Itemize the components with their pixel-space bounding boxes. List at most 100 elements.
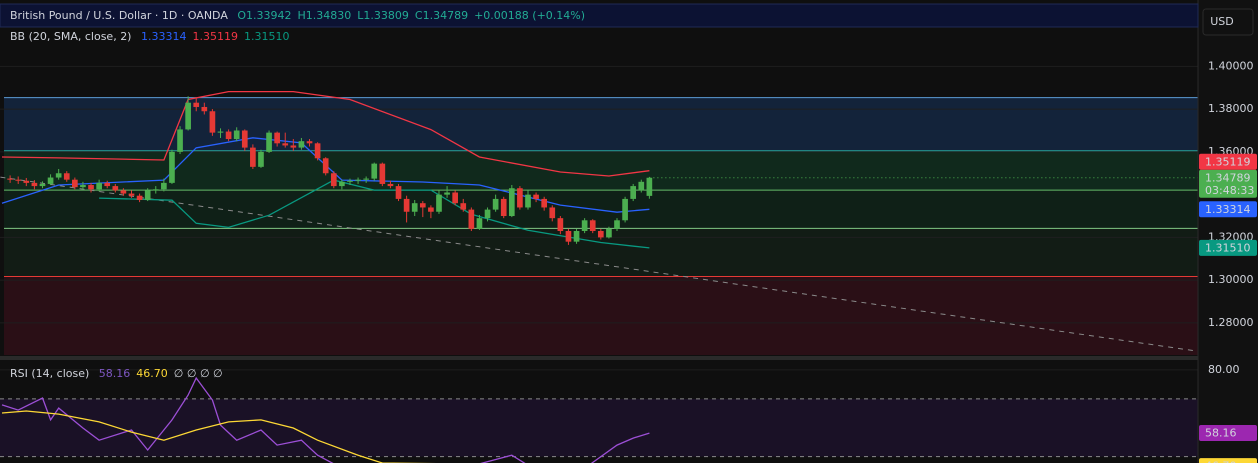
candle-body: [80, 185, 86, 188]
y-tick-label: 80.00: [1208, 363, 1240, 376]
candle-body: [104, 182, 111, 187]
candle-body: [387, 183, 394, 187]
ohlc-value: O1.33942: [237, 9, 291, 22]
candle-body: [88, 185, 94, 190]
legend-value: 58.16: [99, 367, 131, 380]
badge-label: 1.33314: [1205, 203, 1251, 216]
candle-body: [225, 131, 232, 140]
candle-body: [363, 178, 369, 180]
candle-body: [484, 209, 491, 219]
candle-body: [201, 106, 208, 112]
candle-body: [436, 194, 442, 212]
candle-body: [298, 141, 305, 148]
candle-body: [282, 143, 289, 146]
header: British Pound / U.S. Dollar · 1D · OANDA…: [10, 9, 585, 22]
zone: [4, 97, 1198, 151]
candle-body: [152, 189, 159, 191]
price-badge: [1199, 153, 1257, 170]
badge-label: 1.34789: [1205, 171, 1251, 184]
price-pane: [0, 65, 1198, 355]
badge-timer: 03:48:33: [1205, 184, 1254, 197]
candle-body: [444, 192, 450, 195]
candle-body: [193, 102, 200, 107]
candle-body: [646, 177, 653, 196]
trend-line: [0, 176, 1198, 352]
badge-label: 1.31510: [1205, 241, 1251, 254]
candle-body: [290, 145, 297, 148]
candle-body: [614, 220, 620, 229]
candle-body: [241, 130, 248, 148]
candle-body: [347, 180, 353, 182]
candle-body: [500, 198, 507, 217]
legend-value: 46.70: [136, 367, 168, 380]
zone: [4, 190, 1198, 229]
candle-body: [606, 228, 612, 238]
legend-value: 1.33314: [141, 30, 187, 43]
candle-body: [597, 230, 604, 238]
candle-body: [177, 129, 183, 152]
candle-body: [258, 151, 264, 167]
pane-separator: [0, 356, 1198, 360]
currency[interactable]: USD: [1210, 15, 1234, 28]
ohlc-value: H1.34830: [298, 9, 352, 22]
candle-body: [428, 207, 434, 212]
candle-body: [217, 131, 224, 133]
candle-body: [23, 180, 30, 183]
candle-body: [47, 177, 54, 184]
candle-body: [565, 230, 572, 242]
badge-label: 46.70: [1205, 460, 1237, 463]
candle-body: [622, 198, 628, 221]
price-badge: [1199, 169, 1257, 198]
candle-body: [39, 183, 46, 187]
candle-body: [120, 190, 127, 194]
y-tick-label: 1.28000: [1208, 316, 1254, 329]
candle-body: [419, 203, 426, 208]
candle-body: [306, 141, 313, 144]
candle-body: [266, 132, 272, 152]
bollinger-band: [1, 137, 650, 213]
candle-body: [15, 179, 22, 181]
candle-body: [185, 102, 191, 130]
candle-body: [525, 194, 531, 208]
header-bar: [0, 3, 1199, 28]
candle-body: [274, 132, 280, 144]
candle-body: [322, 158, 329, 174]
candle-body: [476, 218, 483, 229]
zone: [4, 276, 1198, 355]
rsi-pane: [0, 369, 1198, 463]
bollinger-band: [99, 179, 650, 249]
axis-labels: 1.400001.380001.360001.320001.300001.280…: [1199, 59, 1257, 463]
candle-body: [330, 173, 337, 187]
rsi-legend: RSI (14, close) 58.16 46.70 ∅ ∅ ∅ ∅: [10, 367, 223, 380]
price-badge: [1199, 458, 1257, 463]
candle-body: [630, 186, 637, 199]
rsi-line: [1, 410, 437, 463]
candle-body: [403, 198, 410, 212]
candle-body: [96, 182, 102, 190]
candle-body: [517, 188, 523, 208]
candle-body: [144, 190, 151, 200]
candle-body: [31, 182, 38, 187]
candle-body: [112, 186, 119, 191]
candle-body: [7, 178, 13, 180]
badge-label: 1.35119: [1205, 155, 1251, 168]
candle-body: [411, 203, 418, 212]
price-badge: [1199, 201, 1257, 218]
candle-body: [508, 188, 515, 217]
level-fill: [0, 398, 1198, 457]
candle-body: [557, 218, 564, 231]
symbol-title: British Pound / U.S. Dollar · 1D · OANDA: [10, 9, 228, 22]
ohlc-value: C1.34789: [415, 9, 468, 22]
legend-value: 1.31510: [244, 30, 290, 43]
candle-body: [589, 220, 596, 231]
candle-body: [379, 163, 386, 184]
candle-body: [492, 198, 499, 210]
y-tick-label: 1.30000: [1208, 273, 1254, 286]
candle-body: [161, 182, 167, 190]
currency-box[interactable]: [1202, 8, 1254, 36]
legend-extra: ∅ ∅ ∅ ∅: [174, 367, 223, 380]
candle-body: [541, 198, 548, 208]
candle-body: [468, 209, 475, 229]
candle-body: [638, 181, 645, 191]
